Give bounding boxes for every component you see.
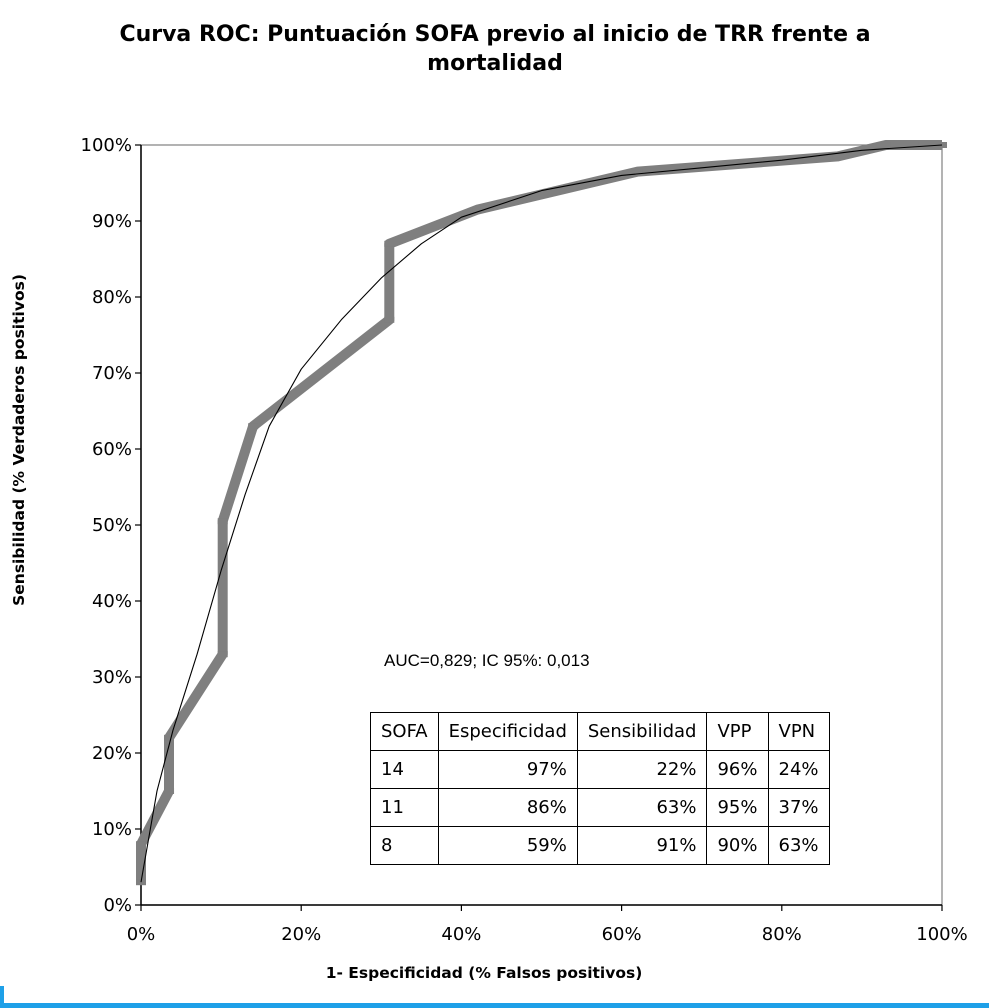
x-tick-labels: 0% 20% 40% 60% 80% 100%: [127, 924, 968, 945]
table-header-cell: Especificidad: [437, 712, 578, 751]
fitted-curve-series: [140, 144, 943, 883]
table-cell: 37%: [767, 788, 830, 827]
tick-marks: [135, 144, 943, 911]
roc-point-marker: [248, 423, 259, 430]
roc-point-marker: [384, 316, 395, 323]
x-tick-label: 60%: [602, 924, 642, 945]
table-cell: 11: [370, 788, 439, 827]
table-cell: 91%: [576, 826, 708, 865]
table-row: 11 86% 63% 95% 37%: [370, 788, 830, 827]
y-tick-label: 30%: [92, 667, 132, 688]
roc-point-marker: [164, 788, 175, 794]
roc-point-marker: [384, 240, 395, 247]
y-tick-label: 80%: [92, 287, 132, 308]
table-cell: 96%: [706, 750, 769, 789]
sofa-stats-table: SOFA Especificidad Sensibilidad VPP VPN …: [370, 712, 830, 865]
x-axis-label: 1- Especificidad (% Falsos positivos): [326, 964, 643, 982]
roc-point-marker: [880, 142, 891, 148]
x-tick-label: 100%: [916, 924, 967, 945]
y-tick-label: 90%: [92, 211, 132, 232]
bottom-accent-bar: [0, 1003, 989, 1008]
table-cell: 22%: [576, 750, 708, 789]
table-cell: 90%: [706, 826, 769, 865]
roc-point-marker: [472, 206, 483, 213]
y-tick-label: 40%: [92, 591, 132, 612]
y-tick-label: 0%: [103, 895, 132, 916]
auc-annotation: AUC=0,829; IC 95%: 0,013: [384, 651, 590, 670]
table-header-cell: VPP: [706, 712, 769, 751]
y-tick-labels: 0% 10% 20% 30% 40% 50% 60% 70% 80% 90% 100%: [81, 135, 132, 916]
roc-point-marker: [217, 651, 228, 658]
y-tick-label: 60%: [92, 439, 132, 460]
table-header-cell: Sensibilidad: [576, 712, 708, 751]
table-cell: 95%: [706, 788, 769, 827]
table-cell: 8: [370, 826, 439, 865]
roc-point-marker: [164, 734, 175, 741]
roc-point-marker: [632, 168, 643, 175]
table-cell: 14: [370, 750, 439, 789]
y-tick-label: 10%: [92, 819, 132, 840]
left-accent-bar: [0, 986, 4, 1008]
y-axis-label: Sensibilidad (% Verdaderos positivos): [10, 274, 28, 606]
x-tick-label: 80%: [762, 924, 802, 945]
roc-point-marker: [908, 142, 919, 148]
x-tick-label: 0%: [127, 924, 156, 945]
x-tick-label: 20%: [281, 924, 321, 945]
table-cell: 97%: [437, 750, 578, 789]
roc-point-marker: [136, 841, 146, 848]
y-tick-label: 70%: [92, 363, 132, 384]
series-layer: [136, 140, 947, 886]
y-tick-label: 20%: [92, 743, 132, 764]
table-header-cell: VPN: [767, 712, 830, 751]
table-header-row: SOFA Especificidad Sensibilidad VPP VPN: [370, 712, 830, 751]
table-cell: 63%: [576, 788, 708, 827]
table-row: 8 59% 91% 90% 63%: [370, 826, 830, 865]
table-cell: 63%: [767, 826, 830, 865]
table-row: 14 97% 22% 96% 24%: [370, 750, 830, 789]
table-header-cell: SOFA: [370, 712, 439, 751]
table-cell: 59%: [437, 826, 578, 865]
roc-point-marker: [832, 153, 843, 160]
y-tick-label: 50%: [92, 515, 132, 536]
y-tick-label: 100%: [81, 135, 132, 156]
table-cell: 86%: [437, 788, 578, 827]
roc-point-marker: [217, 518, 228, 525]
table-cell: 24%: [767, 750, 830, 789]
chart-title: Curva ROC: Puntuación SOFA previo al ini…: [119, 22, 871, 76]
x-tick-label: 40%: [441, 924, 481, 945]
